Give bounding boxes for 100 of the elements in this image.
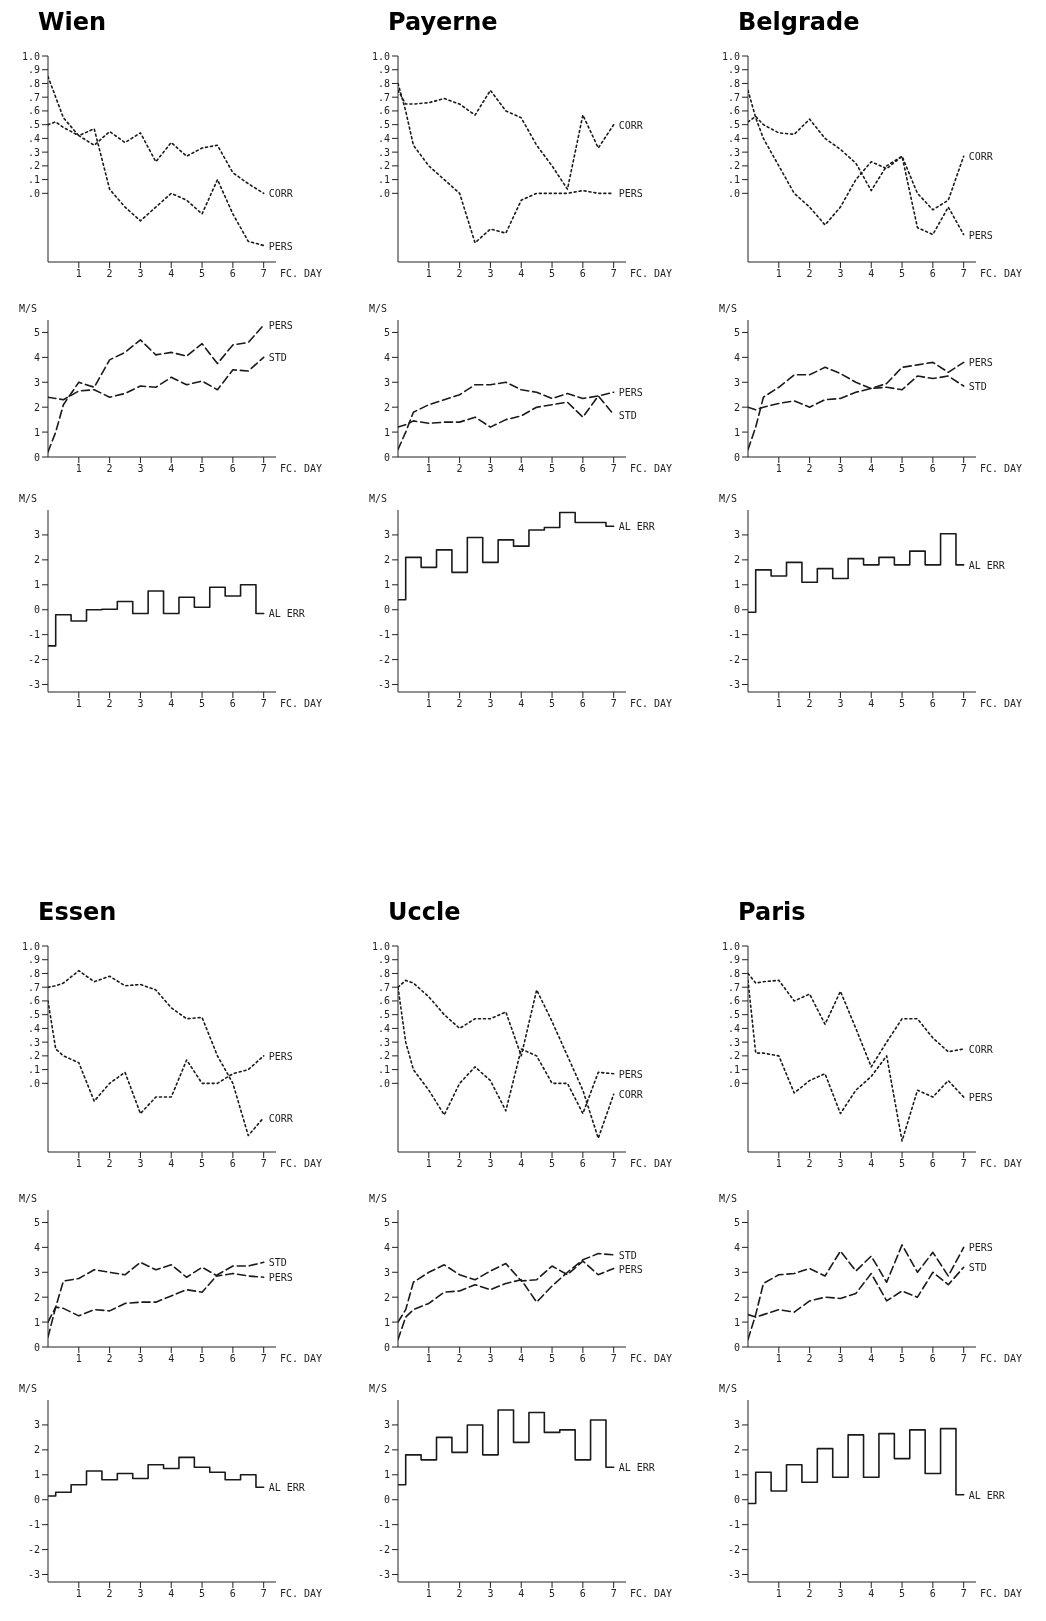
x-axis-title: FC. DAY [280, 1157, 323, 1169]
x-tick-label: 6 [579, 1158, 586, 1170]
y-tick-label: 0 [33, 1341, 40, 1353]
x-tick-label: 4 [518, 1588, 525, 1600]
series-label: AL ERR [618, 521, 656, 533]
y-tick-label: .0 [27, 187, 40, 199]
y-tick-label: 3 [383, 529, 390, 541]
x-axis-title: FC. DAY [630, 462, 673, 474]
y-tick-label: 0 [33, 1494, 40, 1506]
y-tick-label: .2 [727, 160, 740, 172]
x-tick-label: 6 [229, 463, 236, 475]
series-label: AL ERR [618, 1462, 656, 1474]
x-tick-label: 2 [106, 698, 113, 710]
y-tick-label: .8 [377, 968, 390, 980]
y-tick-label: .0 [377, 187, 390, 199]
y-tick-label: 1 [383, 1469, 390, 1481]
y-tick-label: 1.0 [371, 940, 390, 952]
y-tick-label: .3 [727, 1036, 740, 1048]
x-tick-label: 5 [549, 268, 556, 280]
x-tick-label: 7 [260, 463, 267, 475]
series-label: STD [968, 1262, 987, 1274]
y-tick-label: .0 [727, 1077, 740, 1089]
y-tick-label: -3 [727, 1569, 740, 1581]
y-tick-label: .8 [727, 968, 740, 980]
series-label: STD [968, 381, 987, 393]
series-label: PERS [968, 357, 993, 369]
y-tick-label: .2 [27, 160, 40, 172]
series-label: PERS [268, 1050, 293, 1062]
y-axis-title: M/S [368, 493, 388, 504]
x-tick-label: 5 [899, 1158, 906, 1170]
y-tick-label: .1 [27, 1064, 40, 1076]
y-axis-title: M/S [368, 1193, 388, 1204]
x-tick-label: 5 [549, 1588, 556, 1600]
x-tick-label: 1 [425, 268, 432, 280]
x-tick-label: 3 [137, 1158, 144, 1170]
x-axis-title: FC. DAY [630, 267, 673, 279]
series-label: CORR [268, 188, 294, 200]
y-tick-label: 2 [383, 1444, 390, 1456]
x-axis-title: FC. DAY [980, 1587, 1023, 1599]
y-tick-label: -2 [377, 654, 390, 666]
y-tick-label: .4 [377, 1022, 390, 1034]
x-tick-label: 4 [868, 1588, 875, 1600]
x-tick-label: 4 [518, 698, 525, 710]
x-axis-title: FC. DAY [280, 1352, 323, 1364]
x-tick-label: 2 [106, 1588, 113, 1600]
y-axis-title: M/S [18, 1383, 38, 1394]
x-tick-label: 1 [775, 1588, 782, 1600]
series-label: AL ERR [268, 608, 306, 620]
x-tick-label: 5 [199, 268, 206, 280]
x-tick-label: 1 [775, 698, 782, 710]
x-tick-label: 4 [168, 1588, 175, 1600]
y-tick-label: 0 [383, 451, 390, 463]
x-tick-label: 6 [229, 1158, 236, 1170]
x-tick-label: 7 [610, 1158, 617, 1170]
chart-title: Essen [37, 898, 118, 928]
y-tick-label: 0 [733, 604, 740, 616]
y-tick-label: -1 [377, 629, 390, 641]
y-tick-label: -1 [27, 629, 40, 641]
y-tick-label: 3 [383, 376, 390, 388]
x-tick-label: 5 [199, 463, 206, 475]
y-tick-label: .4 [27, 132, 40, 144]
x-tick-label: 7 [960, 268, 967, 280]
x-axis-title: FC. DAY [980, 267, 1023, 279]
x-tick-label: 4 [518, 1158, 525, 1170]
y-tick-label: .9 [377, 64, 390, 76]
y-tick-label: 5 [733, 1217, 740, 1228]
x-tick-label: 3 [137, 1353, 144, 1365]
y-tick-label: 1 [733, 1469, 740, 1481]
x-tick-label: 7 [610, 463, 617, 475]
x-tick-label: 2 [456, 268, 463, 280]
y-tick-label: .1 [727, 174, 740, 186]
y-tick-label: .8 [27, 78, 40, 90]
x-axis-title: FC. DAY [980, 1352, 1023, 1364]
y-tick-label: 3 [383, 1266, 390, 1278]
y-tick-label: 2 [733, 401, 740, 413]
y-tick-label: 1 [383, 1316, 390, 1328]
x-axis-title: FC. DAY [980, 697, 1023, 709]
x-tick-label: 3 [137, 698, 144, 710]
y-tick-label: 1 [733, 426, 740, 438]
y-tick-label: .2 [727, 1050, 740, 1062]
y-tick-label: -1 [727, 629, 740, 641]
x-axis-title: FC. DAY [630, 1352, 673, 1364]
x-tick-label: 4 [168, 698, 175, 710]
x-tick-label: 2 [456, 463, 463, 475]
x-tick-label: 6 [229, 268, 236, 280]
y-tick-label: 3 [733, 1419, 740, 1431]
series-label: CORR [968, 1044, 994, 1055]
x-tick-label: 2 [806, 268, 813, 280]
x-tick-label: 7 [960, 698, 967, 710]
x-tick-label: 7 [260, 268, 267, 280]
x-tick-label: 2 [106, 268, 113, 280]
x-tick-label: 1 [75, 1588, 82, 1600]
y-tick-label: -2 [727, 1544, 740, 1556]
y-tick-label: .1 [377, 1064, 390, 1076]
x-tick-label: 6 [929, 1588, 936, 1600]
x-tick-label: 5 [549, 463, 556, 475]
y-tick-label: 2 [733, 1444, 740, 1456]
y-tick-label: 4 [33, 351, 40, 363]
chart-title: Uccle [387, 898, 462, 928]
y-tick-label: .4 [727, 1022, 740, 1034]
